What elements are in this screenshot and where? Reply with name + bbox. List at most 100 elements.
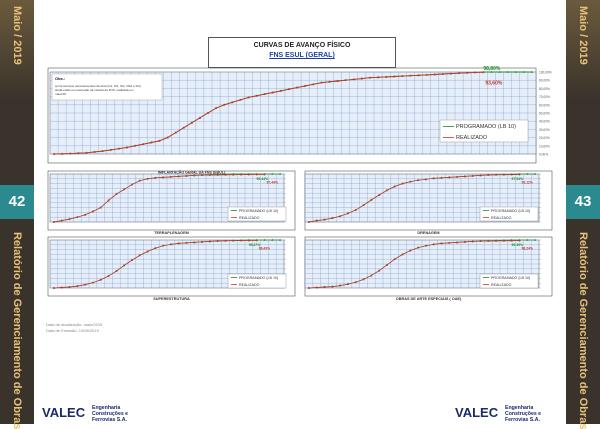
- point-realizado: [328, 81, 331, 83]
- point-realizado: [386, 264, 388, 266]
- point-realizado: [177, 175, 180, 178]
- point-realizado: [60, 286, 63, 289]
- point-realizado: [170, 243, 172, 246]
- point-realizado: [339, 215, 341, 218]
- series-line-realizado: [53, 71, 484, 155]
- point-realizado: [162, 176, 164, 179]
- report-content: CURVAS DE AVANÇO FÍSICO FNS ESUL (GERAL): [34, 0, 566, 424]
- point-programado: [506, 70, 509, 73]
- y-tick-label: 50,00%: [539, 112, 550, 116]
- point-programado: [526, 172, 529, 175]
- point-realizado: [370, 199, 373, 201]
- point-programado: [534, 172, 537, 175]
- legend-box: [439, 119, 529, 143]
- point-realizado: [386, 189, 388, 192]
- meta-update: Data de atualização: maio/2019: [46, 322, 102, 327]
- point-realizado: [126, 146, 128, 149]
- chart-header-box: CURVAS DE AVANÇO FÍSICO FNS ESUL (GERAL): [208, 37, 396, 68]
- logo-sub: Engenharia Construções e Ferrovias S.A.: [505, 405, 542, 423]
- valec-logo-left: VALEC Engenharia Construções e Ferrovias…: [42, 404, 128, 423]
- point-realizado: [92, 281, 94, 284]
- point-realizado: [378, 194, 380, 196]
- legend-box: [479, 273, 539, 289]
- obs-note: Obs.: a) Os serviços remanescentes da obr…: [51, 73, 163, 101]
- point-realizado: [401, 182, 404, 185]
- point-realizado: [115, 193, 118, 195]
- chart-3: 89,43%99,47% PROGRAMADO (LB 10) REALIZADO S…: [47, 236, 296, 301]
- legend-entry: PROGRAMADO (LB 10): [456, 124, 516, 130]
- point-realizado: [503, 173, 505, 176]
- point-realizado: [440, 242, 443, 245]
- point-realizado: [339, 284, 341, 287]
- point-realizado: [479, 240, 482, 242]
- point-realizado: [185, 175, 188, 177]
- obs-text-line: a) Os serviços remanescentes da obra (C1…: [55, 84, 141, 88]
- point-realizado: [209, 174, 211, 176]
- point-programado: [271, 238, 274, 241]
- logo-mark: VALEC: [42, 405, 86, 420]
- page-title: CURVAS DE AVANÇO FÍSICO: [253, 42, 351, 49]
- y-tick-label: 70,00%: [539, 95, 550, 99]
- point-realizado: [84, 214, 86, 216]
- y-tick-label: 0,00%: [539, 153, 548, 157]
- legend-entry: REALIZADO: [491, 283, 512, 287]
- left-sidebar: Maio / 2019 42 Relatório de Gerenciament…: [0, 0, 34, 429]
- point-realizado: [487, 174, 490, 176]
- series-line-realizado: [53, 174, 265, 223]
- point-realizado: [193, 174, 196, 177]
- label-programado: 99,35%: [512, 243, 524, 247]
- label-realizado: 98,24%: [522, 247, 534, 251]
- point-realizado: [344, 79, 347, 81]
- right-sidebar: Maio / 2019 43 Relatório de Gerenciament…: [566, 0, 600, 429]
- point-realizado: [240, 239, 242, 242]
- legend: PROGRAMADO (LB 10) REALIZADO: [227, 273, 287, 289]
- obs-text: a) Os serviços remanescentes da obra (C1…: [55, 84, 141, 96]
- point-realizado: [425, 178, 427, 181]
- meta-update-label: Data de atualização:: [46, 322, 83, 327]
- point-realizado: [69, 152, 72, 155]
- point-realizado: [255, 173, 258, 176]
- point-realizado: [118, 147, 120, 150]
- point-realizado: [315, 286, 318, 289]
- point-realizado: [312, 83, 315, 86]
- chart-2: 93,11%97,54% PROGRAMADO (LB 10) REALIZADO D…: [304, 170, 553, 235]
- point-realizado: [146, 178, 149, 180]
- point-programado: [279, 172, 282, 175]
- obs-box: [51, 73, 163, 101]
- label-programado: 99,47%: [249, 243, 261, 247]
- point-realizado: [61, 153, 63, 155]
- point-programado: [498, 70, 501, 73]
- point-realizado: [93, 151, 96, 153]
- point-realizado: [464, 241, 466, 243]
- legend-box: [479, 206, 539, 222]
- point-realizado: [432, 177, 435, 180]
- point-realizado: [347, 212, 349, 215]
- legend: PROGRAMADO (LB 10) REALIZADO: [439, 119, 529, 143]
- point-realizado: [409, 249, 412, 252]
- point-realizado: [518, 173, 521, 176]
- point-programado: [279, 238, 282, 241]
- point-realizado: [209, 240, 211, 243]
- legend-entry: REALIZADO: [239, 283, 260, 287]
- label-realizado: 93,60%: [485, 80, 503, 86]
- legend-entry: PROGRAMADO (LB 10): [491, 209, 530, 213]
- point-realizado: [92, 210, 94, 213]
- point-realizado: [479, 174, 482, 177]
- point-realizado: [510, 173, 513, 176]
- point-programado: [514, 70, 517, 73]
- page-subtitle: FNS ESUL (GERAL): [269, 52, 335, 59]
- point-realizado: [442, 73, 444, 75]
- label-programado: 97,54%: [512, 177, 524, 181]
- point-realizado: [323, 286, 326, 288]
- point-realizado: [336, 80, 339, 82]
- chart-1: 97,44%99,44% PROGRAMADO (LB 10) REALIZADO I…: [47, 170, 296, 235]
- point-realizado: [207, 112, 209, 114]
- point-realizado: [271, 91, 274, 94]
- point-realizado: [216, 240, 219, 242]
- point-realizado: [68, 286, 71, 288]
- point-realizado: [432, 243, 435, 246]
- point-realizado: [53, 287, 55, 289]
- y-tick-label: 90,00%: [539, 79, 550, 83]
- point-realizado: [362, 204, 365, 206]
- legend-entry: REALIZADO: [491, 216, 512, 220]
